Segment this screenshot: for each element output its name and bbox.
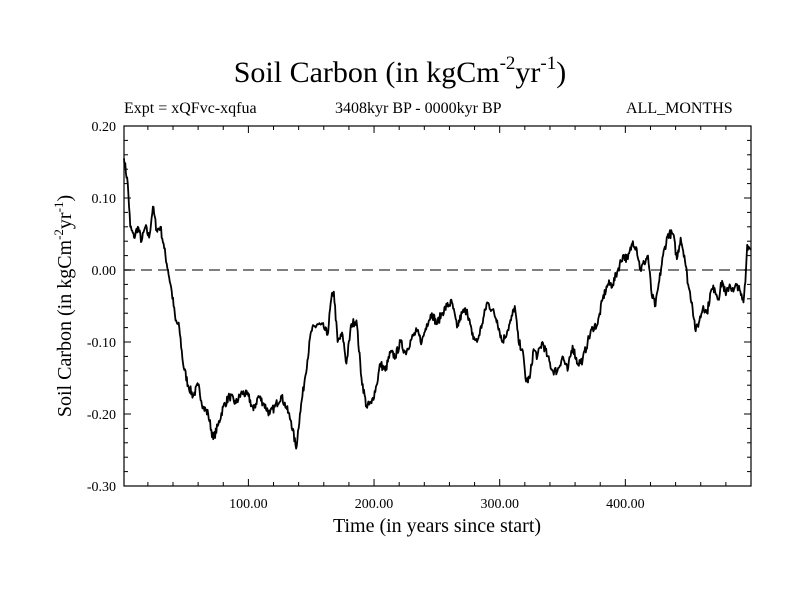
y-axis: 0.20 0.10 0.00 -0.10 -0.20 -0.30 <box>87 120 751 495</box>
y-tick-label: 0.10 <box>92 192 117 207</box>
y-tick-label: 0.00 <box>92 264 117 279</box>
y-tick-label: -0.30 <box>87 480 116 495</box>
time-range-label: 3408kyr BP - 0000kyr BP <box>335 100 502 117</box>
x-tick-label: 100.00 <box>229 497 268 512</box>
months-label: ALL_MONTHS <box>626 100 733 117</box>
x-tick-label: 400.00 <box>606 497 645 512</box>
x-tick-label: 300.00 <box>480 497 519 512</box>
chart-title: Soil Carbon (in kgCm-2yr-1) <box>233 53 567 89</box>
x-tick-label: 200.00 <box>355 497 394 512</box>
x-axis-title: Time (in years since start) <box>333 515 541 537</box>
y-tick-label: -0.20 <box>87 408 116 423</box>
plot-frame <box>123 125 752 487</box>
y-tick-label: 0.20 <box>92 120 117 135</box>
y-axis-title: Soil Carbon (in kgCm-2yr-1) <box>51 195 76 417</box>
experiment-label: Expt = xQFvc-xqfua <box>124 100 257 117</box>
y-tick-label: -0.10 <box>87 336 116 351</box>
soil-carbon-series-line <box>123 158 752 450</box>
x-axis: 100.00 200.00 300.00 400.00 <box>147 126 727 512</box>
